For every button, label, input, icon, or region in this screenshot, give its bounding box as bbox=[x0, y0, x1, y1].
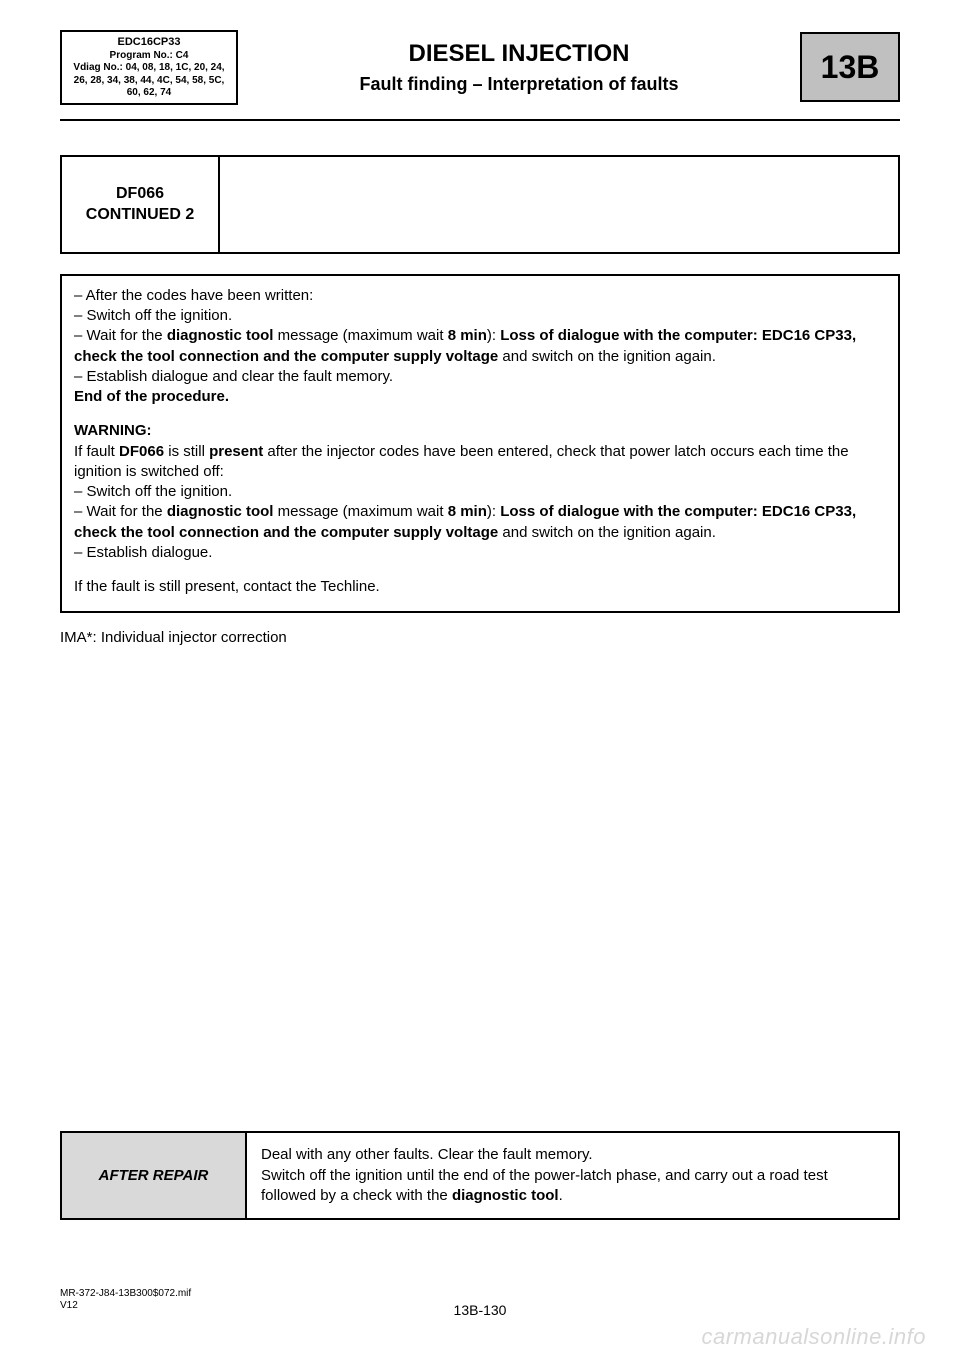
warning-line: If fault DF066 is still present after th… bbox=[74, 442, 886, 483]
instr-bold: diagnostic tool bbox=[167, 503, 274, 520]
fault-empty-cell bbox=[220, 157, 898, 252]
instr-line: – Wait for the diagnostic tool message (… bbox=[74, 326, 886, 367]
warning-line: – Switch off the ignition. bbox=[74, 482, 886, 502]
fault-continued: CONTINUED 2 bbox=[86, 204, 194, 226]
page-subtitle: Fault finding – Interpretation of faults bbox=[252, 74, 786, 95]
watermark: carmanualsonline.info bbox=[701, 1324, 926, 1350]
instr-text: – Wait for the bbox=[74, 503, 167, 520]
instr-line: – After the codes have been written: bbox=[74, 286, 886, 306]
section-code-box: 13B bbox=[800, 32, 900, 102]
ecu-line1: EDC16CP33 bbox=[66, 36, 232, 50]
instr-line: – Establish dialogue and clear the fault… bbox=[74, 367, 886, 387]
instr-text: message (maximum wait bbox=[273, 327, 447, 344]
ecu-line3: Vdiag No.: 04, 08, 18, 1C, 20, 24, 26, 2… bbox=[66, 62, 232, 100]
after-repair-text: Deal with any other faults. Clear the fa… bbox=[247, 1133, 898, 1218]
instr-text: and switch on the ignition again. bbox=[498, 524, 716, 541]
instr-bold: 8 min bbox=[448, 503, 487, 520]
title-block: DIESEL INJECTION Fault finding – Interpr… bbox=[252, 40, 786, 95]
doc-ref-line1: MR-372-J84-13B300$072.mif bbox=[60, 1288, 191, 1300]
header-divider bbox=[60, 119, 900, 121]
instr-text: ): bbox=[487, 503, 500, 520]
warning-line: – Wait for the diagnostic tool message (… bbox=[74, 502, 886, 543]
instr-bold: present bbox=[209, 443, 263, 460]
ecu-line2: Program No.: C4 bbox=[66, 50, 232, 63]
instr-text: and switch on the ignition again. bbox=[498, 348, 716, 365]
instr-bold: DF066 bbox=[119, 443, 164, 460]
ecu-info-box: EDC16CP33 Program No.: C4 Vdiag No.: 04,… bbox=[60, 30, 238, 105]
after-repair-label: AFTER REPAIR bbox=[62, 1133, 247, 1218]
after-repair-box: AFTER REPAIR Deal with any other faults.… bbox=[60, 1131, 900, 1220]
fault-id-box: DF066 CONTINUED 2 bbox=[60, 155, 900, 254]
footnote: IMA*: Individual injector correction bbox=[60, 629, 900, 646]
instr-text: ): bbox=[487, 327, 500, 344]
ar-bold: diagnostic tool bbox=[452, 1187, 559, 1204]
warning-final: If the fault is still present, contact t… bbox=[74, 577, 886, 597]
warning-title: WARNING: bbox=[74, 421, 886, 441]
fault-code: DF066 bbox=[116, 183, 164, 205]
instr-bold: 8 min bbox=[448, 327, 487, 344]
instr-bold: diagnostic tool bbox=[167, 327, 274, 344]
instr-text: is still bbox=[164, 443, 209, 460]
page-title: DIESEL INJECTION bbox=[252, 40, 786, 68]
warning-line: – Establish dialogue. bbox=[74, 543, 886, 563]
instr-line: End of the procedure. bbox=[74, 387, 886, 407]
fault-id-cell: DF066 CONTINUED 2 bbox=[62, 157, 220, 252]
ar-text: . bbox=[559, 1187, 563, 1204]
instr-text: – Wait for the bbox=[74, 327, 167, 344]
instr-text: If fault bbox=[74, 443, 119, 460]
page-number: 13B-130 bbox=[0, 1302, 960, 1318]
instr-text: message (maximum wait bbox=[273, 503, 447, 520]
instr-line: – Switch off the ignition. bbox=[74, 306, 886, 326]
instructions-box: – After the codes have been written: – S… bbox=[60, 274, 900, 614]
page-header: EDC16CP33 Program No.: C4 Vdiag No.: 04,… bbox=[60, 30, 900, 105]
ar-text: Deal with any other faults. Clear the fa… bbox=[261, 1146, 593, 1163]
